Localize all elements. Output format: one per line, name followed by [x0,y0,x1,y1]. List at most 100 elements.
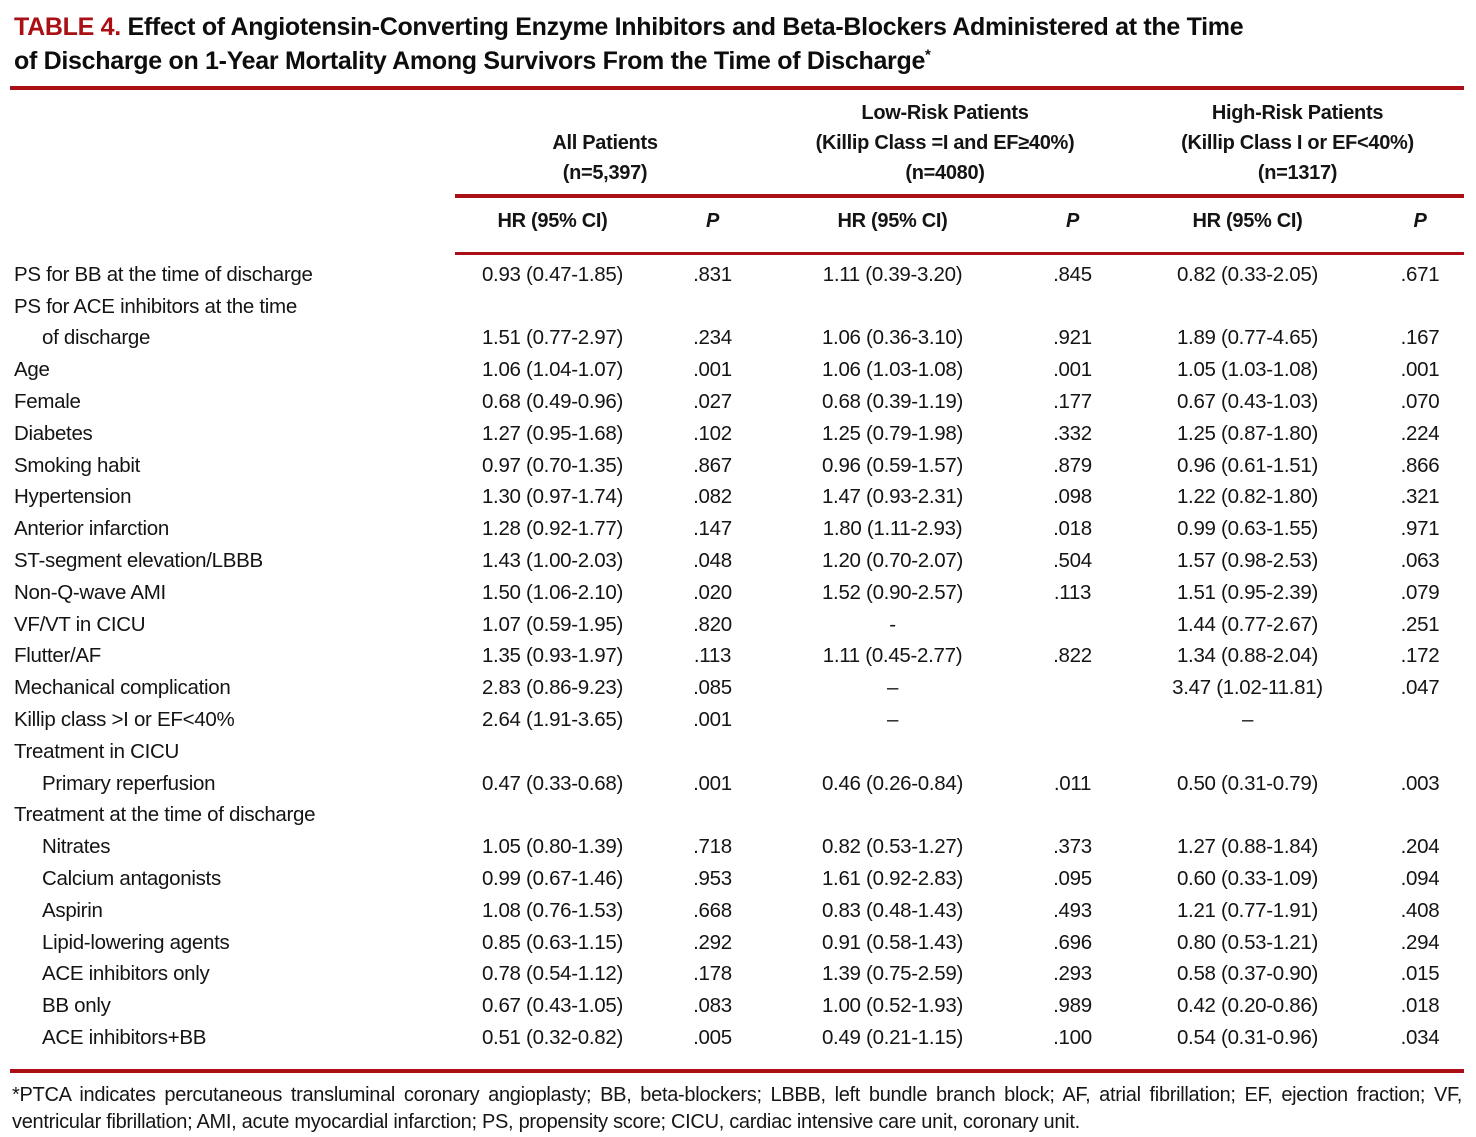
group-line: High-Risk Patients [1211,102,1384,124]
table-row: BB only 0.67 (0.43-1.05) .083 1.00 (0.52… [0,990,1476,1022]
hr-ci-cell: 2.64 (1.91-3.65) [481,708,624,732]
hr-ci-cell: 1.50 (1.06-2.10) [481,580,624,604]
hr-ci-cell: 0.67 (0.43-1.03) [1176,390,1319,414]
table-row: Nitrates 1.05 (0.80-1.39) .718 0.82 (0.5… [0,831,1476,863]
hr-ci-cell: 1.57 (0.98-2.53) [1176,549,1319,573]
red-rule-under-subheader [455,251,1464,255]
red-rule-bottom [10,1068,1464,1073]
hr-ci-cell: 0.68 (0.49-0.96) [481,390,624,414]
table-row: PS for ACE inhibitors at the time [0,291,1476,323]
p-value-cell: .001 [1053,358,1092,382]
row-label: BB only [42,994,111,1018]
hr-ci-header: HR (95% CI) [1192,210,1303,232]
hr-ci-cell: 0.42 (0.20-0.86) [1176,994,1319,1018]
table-row: VF/VT in CICU 1.07 (0.59-1.95) .820 - 1.… [0,609,1476,641]
column-subheader: HR (95% CI) P HR (95% CI) P HR (95% CI) … [0,198,1476,246]
row-label: Flutter/AF [14,644,101,668]
hr-ci-cell: – [886,708,899,732]
p-value-cell: .001 [693,358,732,382]
hr-ci-cell: 0.50 (0.31-0.79) [1176,771,1319,795]
hr-ci-cell: 0.99 (0.67-1.46) [481,867,624,891]
hr-ci-cell: 0.58 (0.37-0.90) [1176,962,1319,986]
table-row: Non-Q-wave AMI 1.50 (1.06-2.10) .020 1.5… [0,577,1476,609]
footnote-marker: * [925,46,931,64]
table-title: TABLE 4. Effect of Angiotensin-Convertin… [14,10,1462,78]
p-value-cell: .671 [1400,262,1440,286]
p-value-cell: .178 [693,962,732,986]
p-value-cell: .321 [1400,485,1440,509]
p-value-cell: .167 [1400,326,1440,350]
hr-ci-cell: 0.49 (0.21-1.15) [821,1026,964,1050]
p-value-cell: .113 [1053,580,1092,604]
table-row: Aspirin 1.08 (0.76-1.53) .668 0.83 (0.48… [0,895,1476,927]
p-value-cell: .015 [1400,962,1440,986]
p-value-cell: .063 [1400,549,1440,573]
hr-ci-cell: 0.96 (0.61-1.51) [1176,453,1319,477]
group-high-risk-patients: High-Risk Patients (Killip Class I or EF… [1125,98,1470,188]
p-value-cell: .224 [1400,421,1440,445]
hr-ci-cell: 0.82 (0.53-1.27) [821,835,964,859]
table-row: Smoking habit 0.97 (0.70-1.35) .867 0.96… [0,450,1476,482]
p-value-cell: .251 [1400,612,1440,636]
p-value-cell: .493 [1053,898,1092,922]
p-value-cell: .177 [1053,390,1092,414]
table-row: ACE inhibitors only 0.78 (0.54-1.12) .17… [0,959,1476,991]
p-value-cell: .293 [1053,962,1092,986]
row-label: Lipid-lowering agents [42,930,230,954]
p-value-cell: .989 [1053,994,1092,1018]
hr-ci-cell: 1.61 (0.92-2.83) [821,867,964,891]
row-label: Non-Q-wave AMI [14,580,166,604]
row-label: Treatment at the time of discharge [14,803,316,827]
column-group-header: All Patients (n=5,397) Low-Risk Patients… [0,98,1476,188]
p-value-cell: .001 [693,771,732,795]
p-value-cell: .294 [1400,930,1440,954]
table-row: Diabetes 1.27 (0.95-1.68) .102 1.25 (0.7… [0,418,1476,450]
row-label: Treatment in CICU [14,739,180,763]
p-value-cell: .003 [1400,771,1440,795]
row-label: Diabetes [14,421,93,445]
p-value-cell: .034 [1400,1026,1440,1050]
hr-ci-cell: 1.52 (0.90-2.57) [821,580,964,604]
row-label: Anterior infarction [14,517,169,541]
hr-ci-cell: 1.25 (0.87-1.80) [1176,421,1319,445]
group-line: Low-Risk Patients [861,102,1029,124]
hr-ci-cell: 2.83 (0.86-9.23) [481,676,624,700]
p-value-cell: .001 [693,708,732,732]
p-value-cell: .047 [1400,676,1440,700]
row-label: of discharge [42,326,151,350]
hr-ci-cell: 1.05 (0.80-1.39) [481,835,624,859]
hr-ci-cell: 0.99 (0.63-1.55) [1176,517,1319,541]
group-all-patients: All Patients (n=5,397) [445,98,765,188]
hr-ci-header: HR (95% CI) [837,210,948,232]
red-rule-top [10,86,1464,90]
group-low-risk-patients: Low-Risk Patients (Killip Class =I and E… [765,98,1125,188]
hr-ci-cell: 0.51 (0.32-0.82) [481,1026,624,1050]
table-footnote: *PTCA indicates percutaneous translumina… [12,1083,1462,1134]
hr-ci-cell: 0.47 (0.33-0.68) [481,771,624,795]
table-row: Treatment at the time of discharge [0,800,1476,832]
p-value-cell: .001 [1400,358,1440,382]
hr-ci-cell: 1.47 (0.93-2.31) [821,485,964,509]
p-value-cell: .831 [693,262,732,286]
hr-ci-cell: 0.78 (0.54-1.12) [481,962,624,986]
hr-ci-cell: 1.80 (1.11-2.93) [822,517,963,541]
table-row: Killip class >I or EF<40% 2.64 (1.91-3.6… [0,704,1476,736]
p-header: P [1413,210,1427,232]
red-rule-under-groups [455,194,1464,198]
p-value-cell: .718 [693,835,732,859]
table-row: ST-segment elevation/LBBB 1.43 (1.00-2.0… [0,545,1476,577]
hr-ci-cell: – [1241,708,1254,732]
p-value-cell: .879 [1053,453,1092,477]
p-value-cell: .292 [693,930,732,954]
p-value-cell: .070 [1400,390,1440,414]
hr-ci-cell: 0.82 (0.33-2.05) [1176,262,1319,286]
hr-ci-cell: 1.05 (1.03-1.08) [1176,358,1319,382]
p-value-cell: .100 [1053,1026,1092,1050]
hr-ci-header: HR (95% CI) [497,210,608,232]
group-line: (Killip Class I or EF<40%) [1181,132,1414,154]
hr-ci-cell: 0.93 (0.47-1.85) [481,262,624,286]
table-row: Mechanical complication 2.83 (0.86-9.23)… [0,672,1476,704]
hr-ci-cell: 0.54 (0.31-0.96) [1176,1026,1319,1050]
hr-ci-cell: 0.68 (0.39-1.19) [821,390,964,414]
row-label: Nitrates [42,835,111,859]
